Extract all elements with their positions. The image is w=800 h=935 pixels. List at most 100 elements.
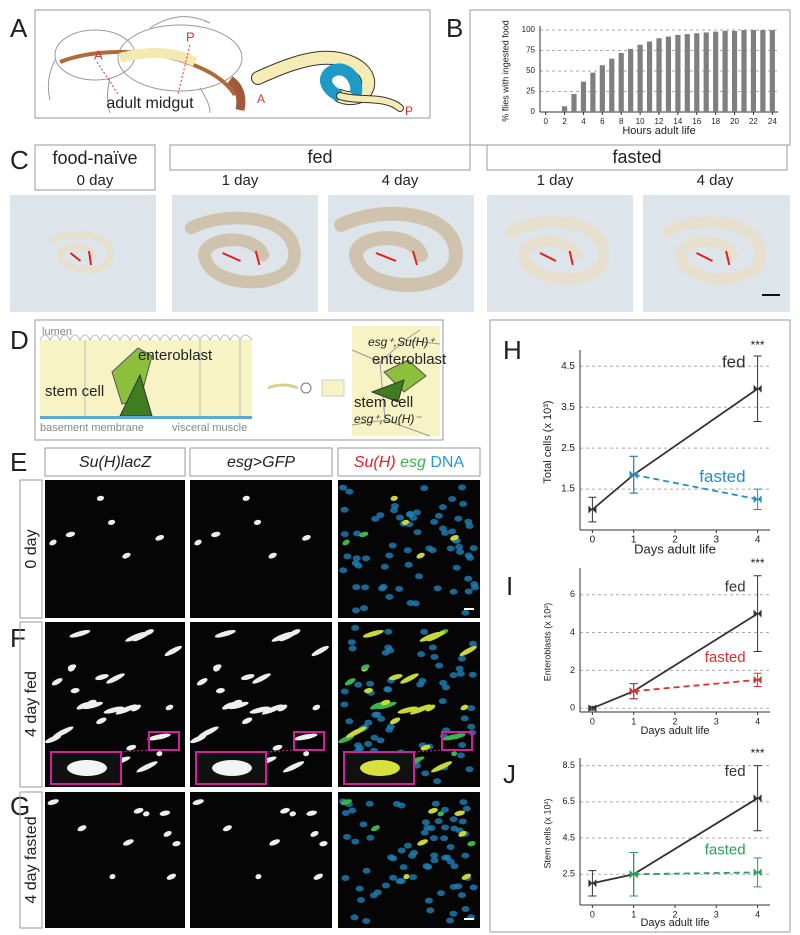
nucleus	[386, 647, 395, 654]
marker	[629, 687, 638, 696]
marker	[588, 704, 597, 713]
x-tick-label: 1	[631, 535, 637, 546]
y-tick-label: 1.5	[561, 484, 575, 495]
nucleus	[462, 805, 471, 812]
channel: DNA	[430, 454, 464, 471]
nucleus	[365, 800, 374, 807]
cell	[165, 704, 174, 711]
cell	[380, 699, 391, 706]
nucleus	[434, 512, 443, 519]
label: enteroblast	[372, 351, 447, 368]
inset-guide	[265, 749, 295, 753]
nucleus	[364, 719, 373, 726]
x-tick-label: 0	[590, 909, 595, 919]
panel-box	[489, 319, 791, 933]
nucleus	[360, 605, 369, 612]
x-tick-label: 6	[600, 117, 605, 126]
cell	[143, 811, 150, 817]
label: basement membrane	[40, 422, 144, 434]
cell	[232, 699, 243, 706]
measure-line	[88, 250, 92, 266]
nucleus	[404, 561, 413, 568]
nucleus	[430, 857, 439, 864]
nucleus	[440, 806, 449, 813]
panel-label: D	[10, 325, 29, 355]
gut	[662, 216, 767, 285]
x-tick-label: 3	[714, 716, 719, 726]
cell	[69, 629, 91, 638]
cell	[459, 645, 477, 657]
midgut	[118, 48, 198, 67]
x-axis-title: Hours adult life	[622, 125, 695, 137]
annotation: ***	[751, 556, 765, 570]
x-tick-label: 22	[749, 117, 758, 126]
nucleus	[456, 548, 465, 555]
nucleus	[343, 553, 352, 560]
nucleus	[455, 665, 464, 672]
bar	[637, 44, 643, 113]
cell	[345, 726, 367, 738]
nucleus	[341, 875, 350, 882]
measure-line	[69, 252, 82, 262]
x-tick-label: 4	[755, 909, 760, 919]
nucleus	[371, 515, 380, 522]
column-header: esg>GFP	[227, 454, 295, 471]
fly-drawing	[47, 16, 243, 114]
nucleus	[468, 640, 477, 647]
pointer	[177, 44, 191, 95]
cell	[390, 495, 398, 501]
group-title: fasted	[612, 147, 661, 167]
series-label: fed	[725, 763, 746, 780]
nucleus	[457, 655, 466, 662]
label: visceral muscle	[172, 422, 247, 434]
nucleus	[438, 504, 447, 511]
x-axis-title: Days adult life	[634, 541, 716, 556]
nucleus	[431, 800, 440, 807]
row-box	[19, 479, 43, 619]
channel: esg	[400, 454, 426, 471]
cell	[420, 744, 431, 751]
measure-line	[254, 250, 261, 266]
measure-line	[375, 252, 397, 262]
marker	[588, 505, 597, 514]
series-label: fed	[722, 352, 746, 371]
cell	[147, 733, 171, 741]
label-anterior: A	[257, 92, 265, 106]
cell	[362, 629, 384, 638]
micrograph	[45, 480, 185, 618]
cell	[280, 807, 290, 814]
nucleus	[470, 581, 479, 588]
nucleus	[384, 686, 393, 693]
bar	[599, 65, 605, 112]
cell	[451, 751, 458, 757]
nucleus	[422, 863, 431, 870]
nucleus	[460, 715, 469, 722]
cell	[192, 799, 204, 806]
nucleus	[390, 502, 399, 509]
cell	[294, 733, 318, 741]
nucleus	[343, 833, 352, 840]
nucleus	[438, 698, 447, 705]
nucleus	[459, 500, 468, 507]
cell	[136, 761, 158, 773]
cell-border	[84, 340, 241, 418]
x-tick-label: 16	[692, 117, 701, 126]
cell	[156, 751, 163, 757]
nucleus	[420, 485, 429, 492]
nucleus	[354, 562, 363, 569]
bar	[665, 36, 672, 113]
cell	[228, 701, 249, 710]
cell	[342, 539, 350, 546]
cell	[240, 674, 255, 681]
cell	[253, 519, 262, 525]
cell	[467, 841, 476, 847]
cell	[222, 702, 236, 710]
nucleus	[380, 563, 389, 570]
inset	[195, 751, 267, 785]
series-label: fasted	[705, 649, 746, 666]
bar	[590, 72, 596, 112]
nucleus	[421, 819, 430, 826]
measure-line	[725, 250, 731, 266]
nucleus	[430, 852, 439, 859]
